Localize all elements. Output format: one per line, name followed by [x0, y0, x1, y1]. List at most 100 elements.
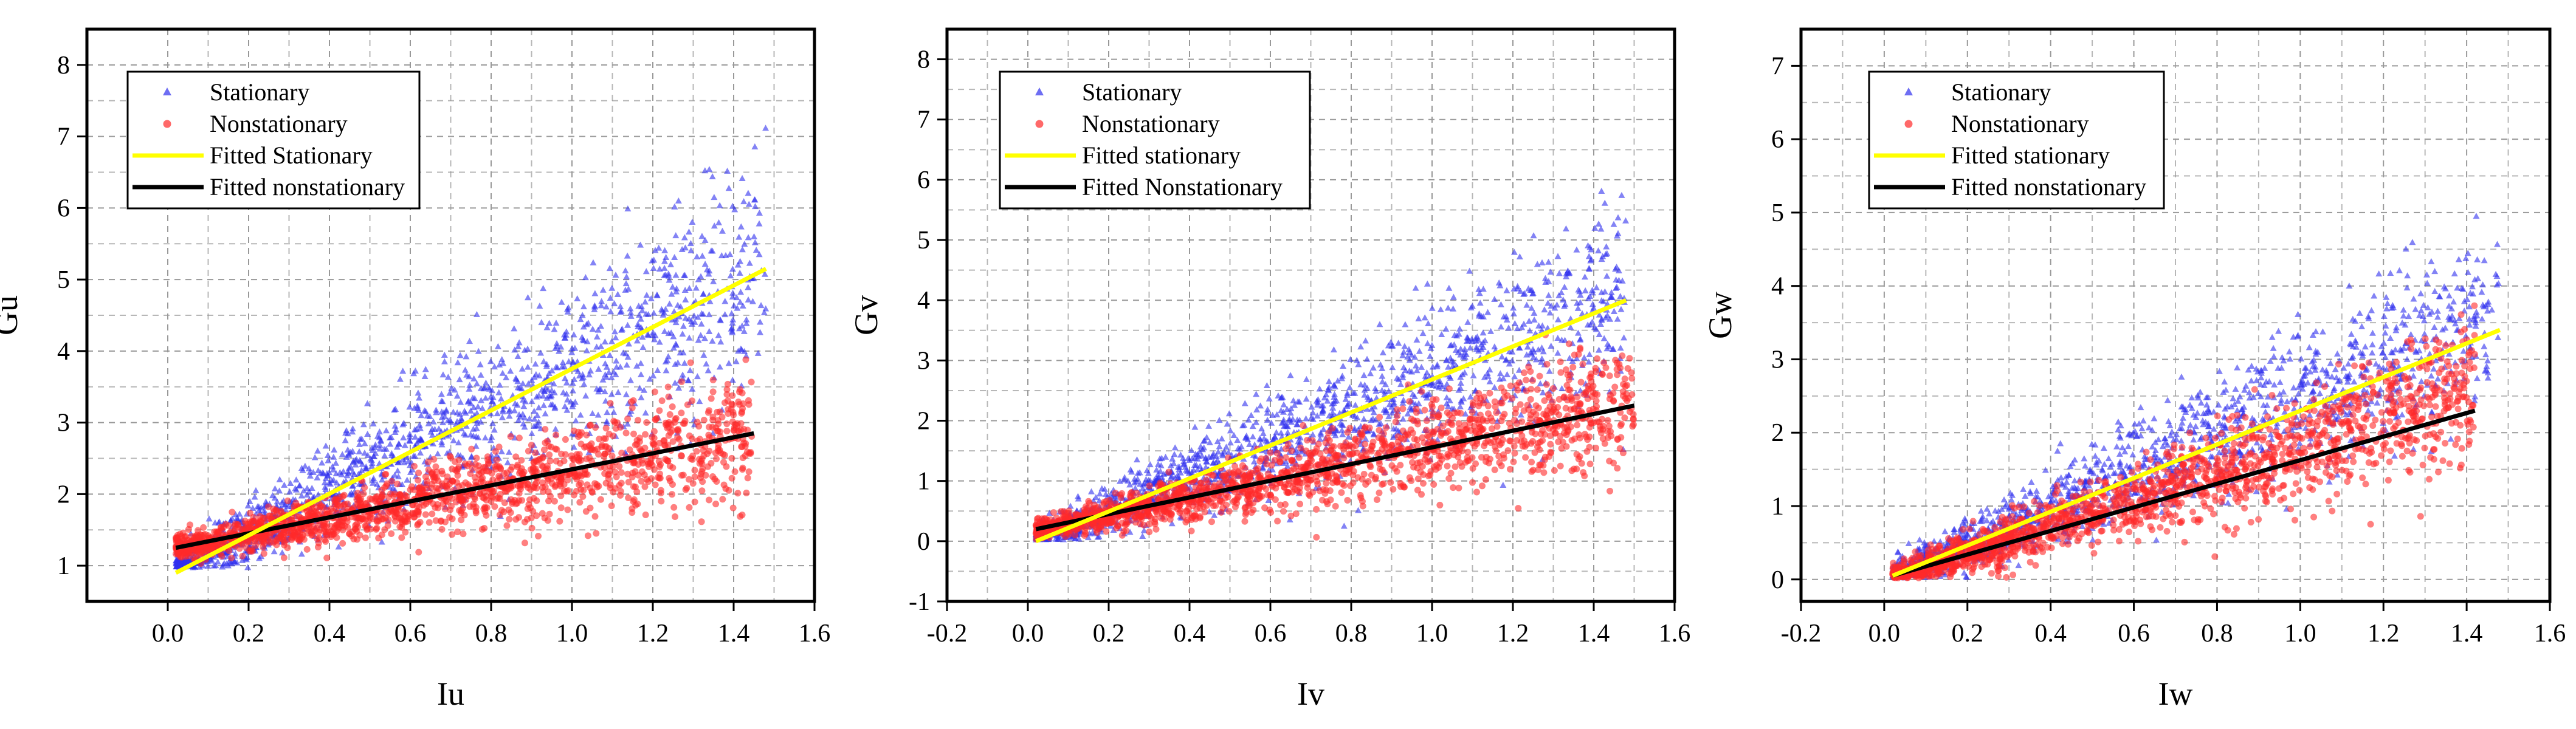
stationary-point [754, 349, 762, 356]
stationary-point [650, 309, 658, 316]
x-axis-title: Iu [437, 676, 464, 712]
stationary-point [1101, 485, 1108, 492]
stationary-point [741, 241, 748, 247]
stationary-point [481, 434, 489, 441]
stationary-point [511, 407, 518, 414]
x-tick-label: 1.2 [637, 620, 669, 648]
stationary-point [1598, 289, 1605, 295]
nonstationary-point [542, 426, 549, 433]
stationary-point [212, 562, 219, 569]
stationary-point [346, 491, 353, 498]
stationary-point [1595, 346, 1602, 353]
nonstationary-point [658, 498, 665, 505]
stationary-point [381, 452, 388, 459]
stationary-point [589, 326, 596, 332]
stationary-point [1589, 286, 1596, 293]
stationary-point [633, 362, 641, 369]
stationary-point [1293, 416, 1301, 423]
stationary-point [478, 397, 485, 403]
nonstationary-point [501, 499, 508, 507]
nonstationary-point [1510, 442, 1518, 450]
nonstationary-point [1297, 501, 1304, 508]
stationary-point [650, 265, 657, 272]
nonstationary-point [331, 496, 338, 504]
stationary-point [661, 327, 668, 334]
stationary-point [404, 476, 411, 483]
nonstationary-point [284, 544, 291, 552]
nonstationary-point [558, 450, 565, 457]
stationary-point [652, 247, 659, 253]
stationary-point [1284, 405, 1290, 412]
stationary-point [1588, 246, 1595, 253]
nonstationary-point [686, 504, 693, 511]
nonstationary-point [430, 456, 438, 463]
stationary-point [1352, 402, 1359, 408]
nonstationary-point [742, 440, 749, 447]
stationary-point [1509, 357, 1516, 364]
stationary-point [190, 564, 197, 570]
stationary-point [457, 399, 464, 405]
stationary-point [448, 385, 455, 391]
stationary-point [1620, 295, 1628, 301]
stationary-point [370, 453, 377, 459]
stationary-point [1342, 395, 1349, 402]
stationary-point [1526, 327, 1534, 334]
stationary-point [356, 440, 363, 447]
stationary-point [1216, 443, 1223, 450]
nonstationary-point [346, 530, 353, 538]
stationary-point [751, 233, 758, 239]
stationary-point [725, 360, 732, 366]
nonstationary-point [625, 495, 632, 502]
stationary-point [762, 125, 770, 131]
nonstationary-point [381, 526, 388, 533]
stationary-point [1177, 469, 1184, 476]
stationary-point [1413, 367, 1421, 374]
stationary-point [1577, 336, 1584, 343]
stationary-point [1526, 317, 1533, 324]
stationary-point [606, 265, 613, 272]
nonstationary-point [606, 462, 613, 470]
nonstationary-point [495, 443, 503, 451]
stationary-point [701, 236, 709, 243]
stationary-point [1444, 403, 1452, 409]
stationary-point [1503, 287, 1510, 293]
nonstationary-point [173, 535, 180, 542]
stationary-point [1084, 534, 1092, 541]
nonstationary-point [415, 476, 422, 484]
nonstationary-point [1309, 437, 1316, 444]
stationary-point [394, 467, 401, 474]
stationary-point [743, 320, 750, 326]
nonstationary-point [678, 378, 685, 385]
nonstationary-point [593, 530, 600, 537]
nonstationary-point [444, 473, 451, 481]
stationary-point [254, 503, 261, 510]
stationary-point [1284, 429, 1292, 436]
nonstationary-point [416, 489, 423, 496]
nonstationary-point [691, 467, 698, 474]
stationary-point [1461, 354, 1469, 360]
stationary-point [1412, 284, 1419, 291]
nonstationary-point [415, 469, 422, 476]
stationary-point [751, 143, 759, 149]
nonstationary-point [174, 550, 181, 558]
nonstationary-point [252, 542, 259, 550]
stationary-point [309, 493, 317, 500]
nonstationary-point [618, 469, 625, 476]
stationary-point [1263, 382, 1270, 389]
stationary-point [287, 480, 294, 487]
stationary-point [531, 416, 538, 422]
stationary-point [488, 433, 495, 440]
stationary-point [1558, 337, 1565, 343]
stationary-point [651, 336, 658, 343]
stationary-point [672, 379, 679, 386]
nonstationary-point [1621, 375, 1628, 383]
nonstationary-point [597, 496, 604, 503]
nonstationary-point [283, 536, 291, 544]
stationary-point [563, 306, 571, 312]
nonstationary-point [630, 397, 637, 404]
nonstationary-point [642, 511, 649, 518]
stationary-point [559, 359, 567, 366]
stationary-point [599, 376, 607, 383]
nonstationary-point [439, 470, 446, 477]
stationary-point [1368, 405, 1376, 412]
